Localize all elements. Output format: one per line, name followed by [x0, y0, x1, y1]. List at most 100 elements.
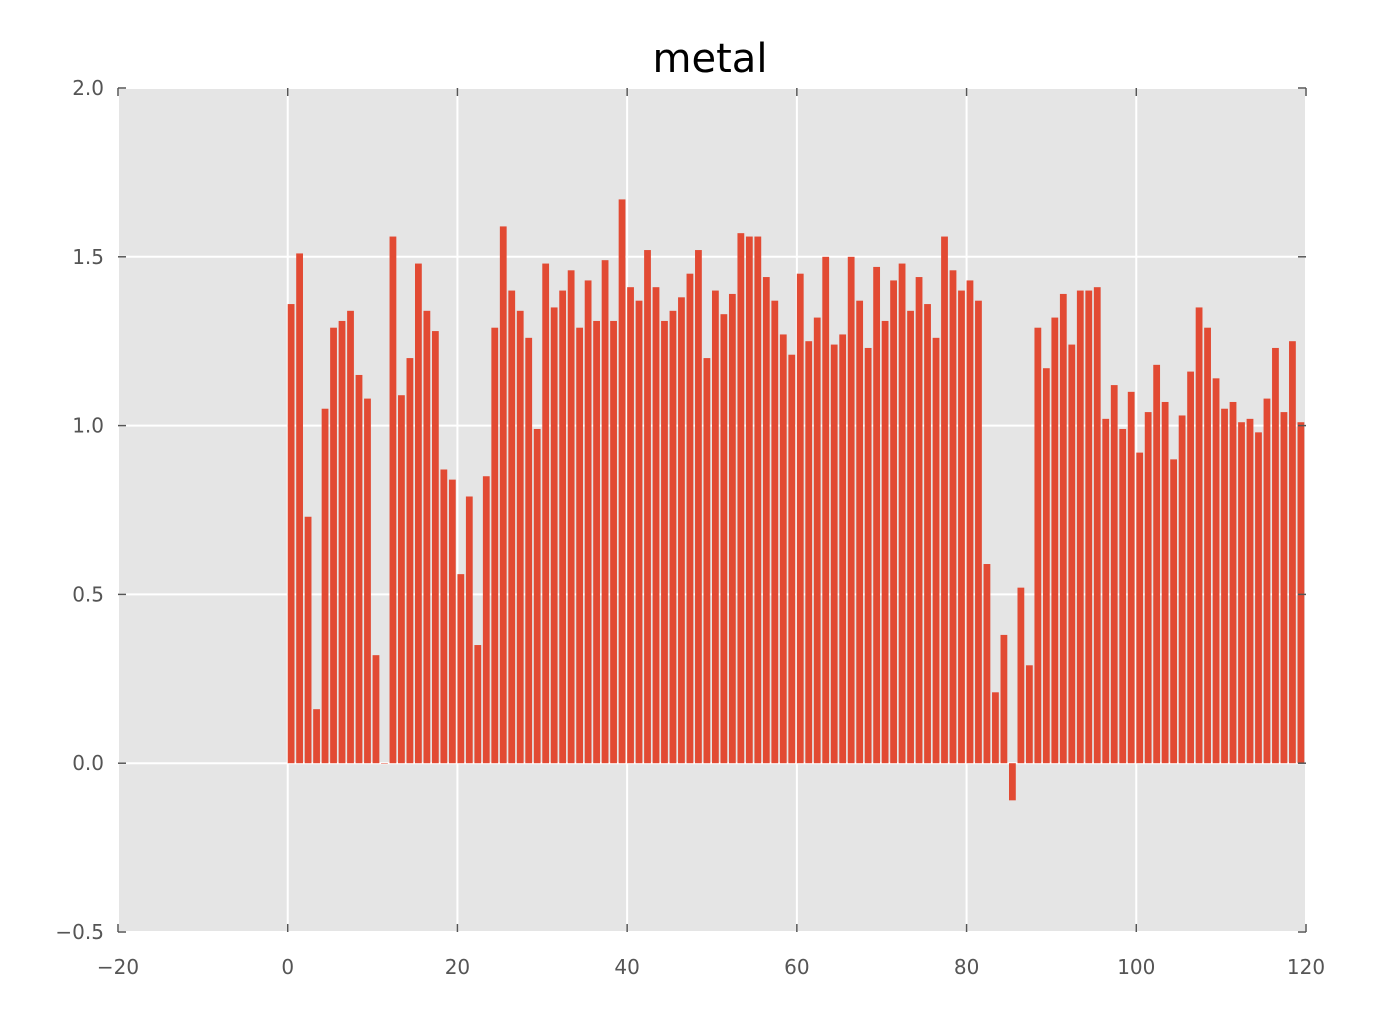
bar	[907, 310, 914, 764]
bar	[992, 692, 999, 764]
bar	[881, 320, 889, 764]
bar	[644, 250, 651, 764]
bar	[499, 226, 507, 764]
bar	[686, 273, 694, 764]
bar	[559, 290, 567, 764]
bar	[652, 287, 660, 764]
bar	[406, 358, 414, 764]
bar	[1119, 428, 1127, 764]
bar	[890, 280, 897, 764]
bar	[389, 236, 397, 764]
bar	[1178, 415, 1186, 764]
bar	[1102, 418, 1110, 764]
axis-ticks	[117, 87, 1307, 933]
bar	[601, 260, 609, 764]
bar	[712, 290, 719, 764]
bar	[1272, 347, 1279, 764]
bar	[669, 310, 677, 764]
bar	[1127, 391, 1135, 764]
bar	[448, 479, 456, 764]
bar	[593, 320, 600, 764]
bar	[1221, 408, 1228, 764]
bar	[1042, 368, 1050, 764]
bar	[313, 709, 320, 764]
bar	[788, 354, 796, 764]
bar	[364, 398, 371, 764]
bar	[975, 300, 982, 764]
bar	[1187, 371, 1194, 764]
bar	[728, 293, 736, 764]
bar	[321, 408, 329, 764]
bar	[983, 564, 991, 764]
bar	[873, 266, 881, 764]
bar	[941, 236, 948, 764]
bar	[287, 304, 295, 764]
bar	[1059, 293, 1067, 764]
bar	[898, 263, 906, 764]
bar	[1051, 317, 1059, 764]
bar	[796, 273, 804, 764]
bar	[372, 655, 380, 764]
bar	[1000, 634, 1008, 764]
bar	[1009, 763, 1016, 801]
bar	[1025, 665, 1033, 764]
bar	[1297, 422, 1305, 764]
bar	[567, 270, 575, 764]
bar	[440, 469, 448, 764]
bar	[533, 428, 541, 764]
bar	[1144, 412, 1152, 764]
bar	[347, 310, 354, 764]
bar	[822, 256, 830, 764]
bar	[516, 310, 524, 764]
x-tick-label: 60	[784, 955, 809, 979]
y-axis-tick-labels: −0.5 0.0 0.5 1.0 1.5 2.0	[55, 76, 104, 944]
bar	[296, 253, 303, 764]
bar	[813, 317, 821, 764]
bar	[958, 290, 965, 764]
bar	[1153, 364, 1161, 764]
bar	[1161, 401, 1169, 764]
bar	[1255, 432, 1262, 764]
bar	[745, 236, 753, 764]
y-tick-label: −0.5	[55, 920, 104, 944]
bar	[457, 574, 465, 764]
bar	[1238, 422, 1245, 764]
bar	[1068, 344, 1076, 764]
bar	[304, 516, 312, 764]
bar	[474, 645, 482, 764]
bar	[618, 199, 626, 764]
x-tick-label: 20	[445, 955, 470, 979]
bar	[864, 347, 872, 764]
bar	[423, 310, 431, 764]
bar	[1085, 290, 1093, 764]
bar	[703, 358, 711, 764]
x-tick-label: 100	[1117, 955, 1155, 979]
bar	[1136, 452, 1144, 764]
y-tick-label: 0.5	[72, 582, 104, 606]
bar	[542, 263, 550, 764]
bar	[1212, 378, 1220, 764]
bar	[576, 327, 584, 764]
bar	[355, 374, 363, 764]
x-tick-label: 40	[614, 955, 639, 979]
x-tick-label: 0	[281, 955, 294, 979]
bar	[1170, 459, 1178, 764]
bar	[856, 300, 864, 764]
bar	[661, 320, 668, 764]
bar	[1034, 327, 1042, 764]
bar	[635, 300, 643, 764]
bar-series	[287, 199, 1305, 801]
bar	[924, 304, 931, 764]
bar	[1093, 287, 1101, 764]
bar	[525, 337, 533, 764]
bar	[398, 395, 405, 764]
bar	[1017, 587, 1025, 764]
chart-title: metal	[653, 36, 768, 82]
x-tick-label: 120	[1287, 955, 1325, 979]
bar	[550, 307, 558, 764]
bar	[1204, 327, 1211, 764]
bar	[415, 263, 422, 764]
y-tick-label: 1.0	[72, 414, 104, 438]
bar	[695, 250, 702, 764]
bar	[932, 337, 940, 764]
